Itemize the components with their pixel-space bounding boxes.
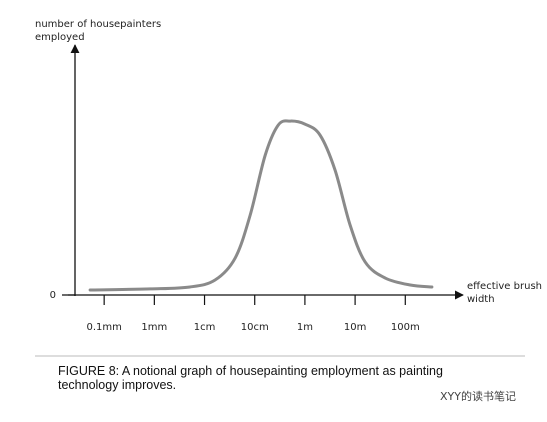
x-tick-label: 10m (344, 322, 366, 333)
x-tick-label: 1mm (141, 322, 167, 333)
caption: FIGURE 8: A notional graph of housepaint… (58, 364, 443, 392)
x-tick-label: 0.1mm (86, 322, 121, 333)
x-tick-label: 10cm (241, 322, 269, 333)
watermark: XYY的读书笔记 (440, 390, 516, 403)
y-axis-title: number of housepainters employed (35, 19, 162, 43)
y-tick-label: 0 (50, 290, 56, 301)
x-axis-title: effective brush width (467, 281, 542, 305)
x-tick-label: 1m (297, 322, 313, 333)
curve (88, 119, 434, 292)
x-tick-label: 1cm (194, 322, 216, 333)
x-tick-label: 100m (391, 322, 420, 333)
